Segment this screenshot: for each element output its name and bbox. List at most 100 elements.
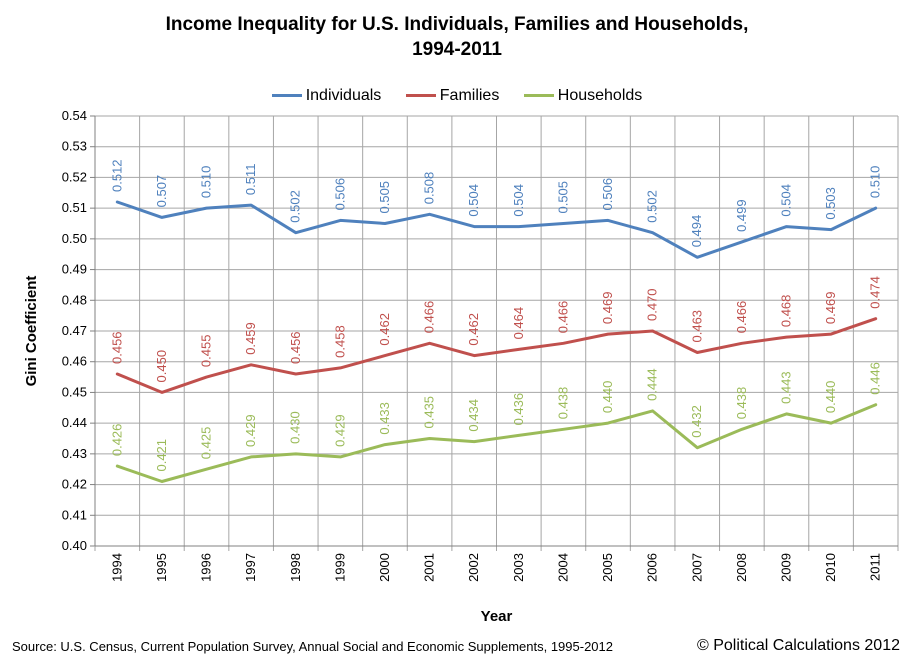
data-label-individuals: 0.503 (823, 187, 838, 220)
y-tick-label: 0.54 (62, 108, 87, 123)
data-label-individuals: 0.504 (778, 184, 793, 217)
y-tick-label: 0.52 (62, 169, 87, 184)
y-tick-label: 0.42 (62, 477, 87, 492)
data-label-families: 0.463 (689, 310, 704, 343)
series-line-households (115, 403, 878, 483)
x-tick-label: 2010 (823, 553, 838, 582)
data-label-individuals: 0.510 (868, 166, 883, 199)
data-label-families: 0.464 (511, 307, 526, 340)
legend-swatch-families (405, 94, 436, 97)
x-tick-label: 1998 (288, 553, 303, 582)
data-label-individuals: 0.506 (600, 178, 615, 211)
x-tick-label: 1999 (332, 553, 347, 582)
data-label-families: 0.456 (109, 331, 124, 364)
y-tick-label: 0.53 (62, 139, 87, 154)
x-tick-label: 2005 (600, 553, 615, 582)
data-label-individuals: 0.502 (645, 190, 660, 223)
data-label-families: 0.470 (645, 288, 660, 321)
data-label-households: 0.443 (778, 371, 793, 404)
data-label-households: 0.446 (868, 362, 883, 395)
data-label-individuals: 0.504 (511, 184, 526, 217)
y-tick-label: 0.50 (62, 231, 87, 246)
data-label-families: 0.456 (288, 331, 303, 364)
data-label-individuals: 0.499 (734, 199, 749, 232)
y-tick-label: 0.47 (62, 323, 87, 338)
data-label-families: 0.462 (377, 313, 392, 346)
x-tick-label: 2011 (868, 553, 883, 581)
credit-note: © Political Calculations 2012 (696, 637, 900, 654)
data-label-households: 0.425 (199, 427, 214, 460)
data-label-individuals: 0.504 (466, 184, 481, 217)
data-label-individuals: 0.505 (377, 181, 392, 214)
legend-swatch-households (523, 94, 554, 97)
x-tick-label: 2006 (645, 553, 660, 582)
x-tick-label: 2008 (734, 553, 749, 582)
x-tick-label: 1994 (109, 553, 124, 582)
legend-item-households: Households (523, 86, 643, 105)
data-label-households: 0.432 (689, 405, 704, 438)
x-tick-label: 2003 (511, 553, 526, 582)
legend: Individuals Families Households (0, 84, 914, 105)
data-label-households: 0.429 (243, 414, 258, 447)
x-tick-label: 1997 (243, 553, 258, 582)
y-tick-label: 0.49 (62, 262, 87, 277)
data-label-families: 0.474 (868, 276, 883, 309)
data-label-households: 0.440 (600, 381, 615, 414)
source-note: Source: U.S. Census, Current Population … (12, 639, 613, 654)
data-label-individuals: 0.494 (689, 215, 704, 248)
x-tick-label: 2009 (778, 553, 793, 582)
data-label-families: 0.455 (199, 335, 214, 368)
x-tick-label: 2004 (555, 553, 570, 582)
data-label-families: 0.450 (154, 350, 169, 383)
x-tick-label: 1995 (154, 553, 169, 582)
chart-title: Income Inequality for U.S. Individuals, … (0, 12, 914, 62)
y-axis-title: Gini Coefficient (23, 276, 40, 387)
series-line-individuals (115, 200, 878, 259)
y-tick-label: 0.46 (62, 354, 87, 369)
y-tick-label: 0.48 (62, 292, 87, 307)
x-axis-title: Year (481, 608, 513, 625)
data-label-households: 0.429 (332, 414, 347, 447)
data-label-families: 0.459 (243, 322, 258, 355)
data-label-individuals: 0.506 (332, 178, 347, 211)
data-label-individuals: 0.508 (422, 172, 437, 205)
data-label-households: 0.440 (823, 381, 838, 414)
data-label-households: 0.430 (288, 411, 303, 444)
data-label-families: 0.468 (778, 295, 793, 328)
data-label-households: 0.438 (555, 387, 570, 420)
legend-label-families: Families (439, 86, 500, 104)
legend-item-families: Families (405, 86, 500, 105)
data-label-households: 0.436 (511, 393, 526, 426)
data-label-households: 0.421 (154, 439, 169, 472)
data-label-households: 0.435 (422, 396, 437, 429)
data-label-individuals: 0.511 (243, 163, 258, 195)
legend-label-individuals: Individuals (305, 86, 382, 104)
data-label-households: 0.426 (109, 424, 124, 457)
x-tick-label: 2000 (377, 553, 392, 582)
y-tick-label: 0.43 (62, 446, 87, 461)
y-tick-label: 0.45 (62, 384, 87, 399)
chart-title-line-2: 1994-2011 (412, 39, 502, 60)
data-label-families: 0.469 (600, 292, 615, 325)
x-tick-label: 2002 (466, 553, 481, 582)
legend-label-households: Households (557, 86, 643, 104)
y-tick-label: 0.41 (62, 507, 87, 522)
y-tick-label: 0.40 (62, 538, 87, 553)
data-label-families: 0.458 (332, 325, 347, 358)
series-line-families (115, 317, 878, 394)
y-tick-label: 0.44 (62, 415, 87, 430)
data-label-individuals: 0.510 (199, 166, 214, 199)
x-tick-label: 2007 (689, 553, 704, 582)
data-label-individuals: 0.502 (288, 190, 303, 223)
data-label-households: 0.438 (734, 387, 749, 420)
data-label-households: 0.433 (377, 402, 392, 435)
x-tick-label: 2001 (422, 553, 437, 582)
data-label-families: 0.466 (422, 301, 437, 334)
data-label-families: 0.462 (466, 313, 481, 346)
y-tick-label: 0.51 (62, 200, 87, 215)
legend-item-individuals: Individuals (271, 86, 382, 105)
legend-swatch-individuals (271, 94, 302, 97)
data-label-households: 0.434 (466, 399, 481, 432)
data-label-individuals: 0.512 (109, 159, 124, 192)
